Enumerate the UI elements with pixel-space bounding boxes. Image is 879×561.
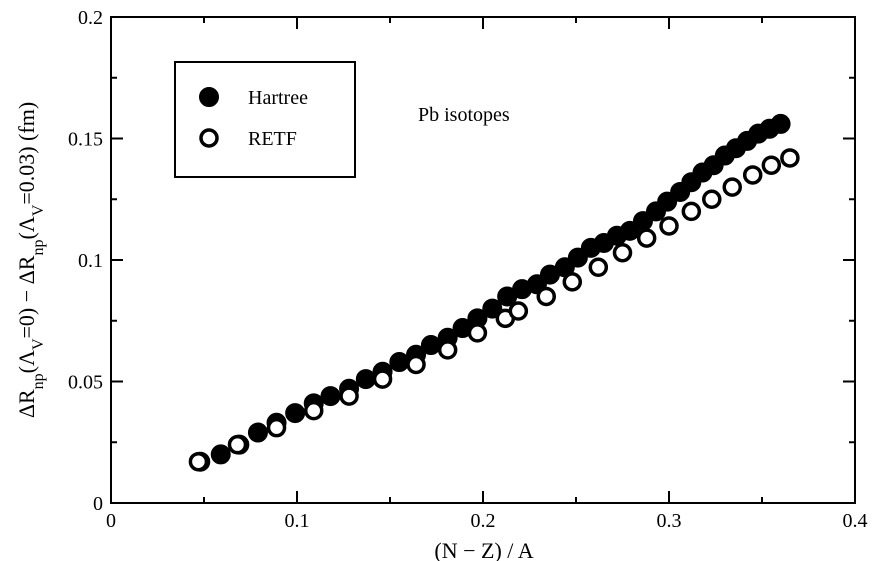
data-point-hartree (770, 113, 791, 134)
data-point-retf (681, 201, 702, 222)
y-tick-label: 0.05 (68, 372, 103, 394)
axes: 0 0.1 0.2 0.3 0.4 0 0.05 0.1 0.15 0.2 (68, 7, 868, 532)
data-point-hartree (482, 298, 503, 319)
data-point-retf (303, 400, 324, 421)
legend-label-hartree: Hartree (248, 87, 308, 109)
data-point-hartree (420, 335, 441, 356)
data-point-retf (780, 148, 800, 168)
annotation-pb-isotopes: Pb isotopes (418, 104, 510, 126)
data-point-retf (659, 216, 679, 236)
x-tick-label: 0.3 (657, 510, 682, 532)
data-point-retf (437, 340, 458, 360)
data-point-retf (536, 286, 556, 307)
data-point-retf (188, 451, 209, 472)
legend-marker-hartree (199, 87, 219, 107)
y-tick-label: 0.1 (78, 250, 103, 272)
data-point-retf (562, 272, 583, 292)
data-point-retf (588, 257, 609, 278)
data-point-retf (406, 354, 426, 375)
data-point-retf (508, 301, 529, 321)
data-point-retf (372, 369, 393, 389)
legend: Hartree RETF (174, 61, 356, 178)
data-point-retf (266, 417, 287, 438)
data-point-hartree (247, 422, 268, 443)
data-point-retf (636, 228, 657, 248)
x-axis-title: (N − Z) / A (434, 538, 533, 561)
data-point-retf (227, 434, 248, 455)
y-tick-label: 0.2 (78, 7, 103, 29)
data-point-retf (702, 189, 722, 209)
x-tick-label: 0.4 (843, 510, 868, 532)
x-tick-label: 0 (106, 510, 116, 532)
y-axis-title: ΔRnp(ΛV=0) − ΔRnp(ΛV=0.03) (fm) (14, 102, 47, 418)
legend-box (174, 61, 356, 178)
data-point-retf (761, 155, 782, 175)
legend-marker-retf (199, 128, 219, 148)
x-tick-label: 0.1 (285, 510, 310, 532)
data-point-hartree (389, 352, 410, 373)
data-marks (188, 113, 800, 472)
data-point-retf (722, 177, 742, 197)
y-tick-label: 0 (93, 493, 103, 515)
data-point-hartree (285, 403, 306, 424)
data-point-retf (612, 242, 633, 263)
data-point-retf (742, 165, 763, 185)
data-point-hartree (355, 369, 376, 390)
y-tick-label: 0.15 (68, 129, 103, 151)
x-tick-label: 0.2 (471, 510, 496, 532)
data-point-hartree (320, 386, 341, 407)
legend-label-retf: RETF (248, 128, 297, 150)
data-point-retf (339, 386, 359, 406)
data-point-retf (467, 323, 488, 343)
data-point-hartree (210, 444, 231, 465)
